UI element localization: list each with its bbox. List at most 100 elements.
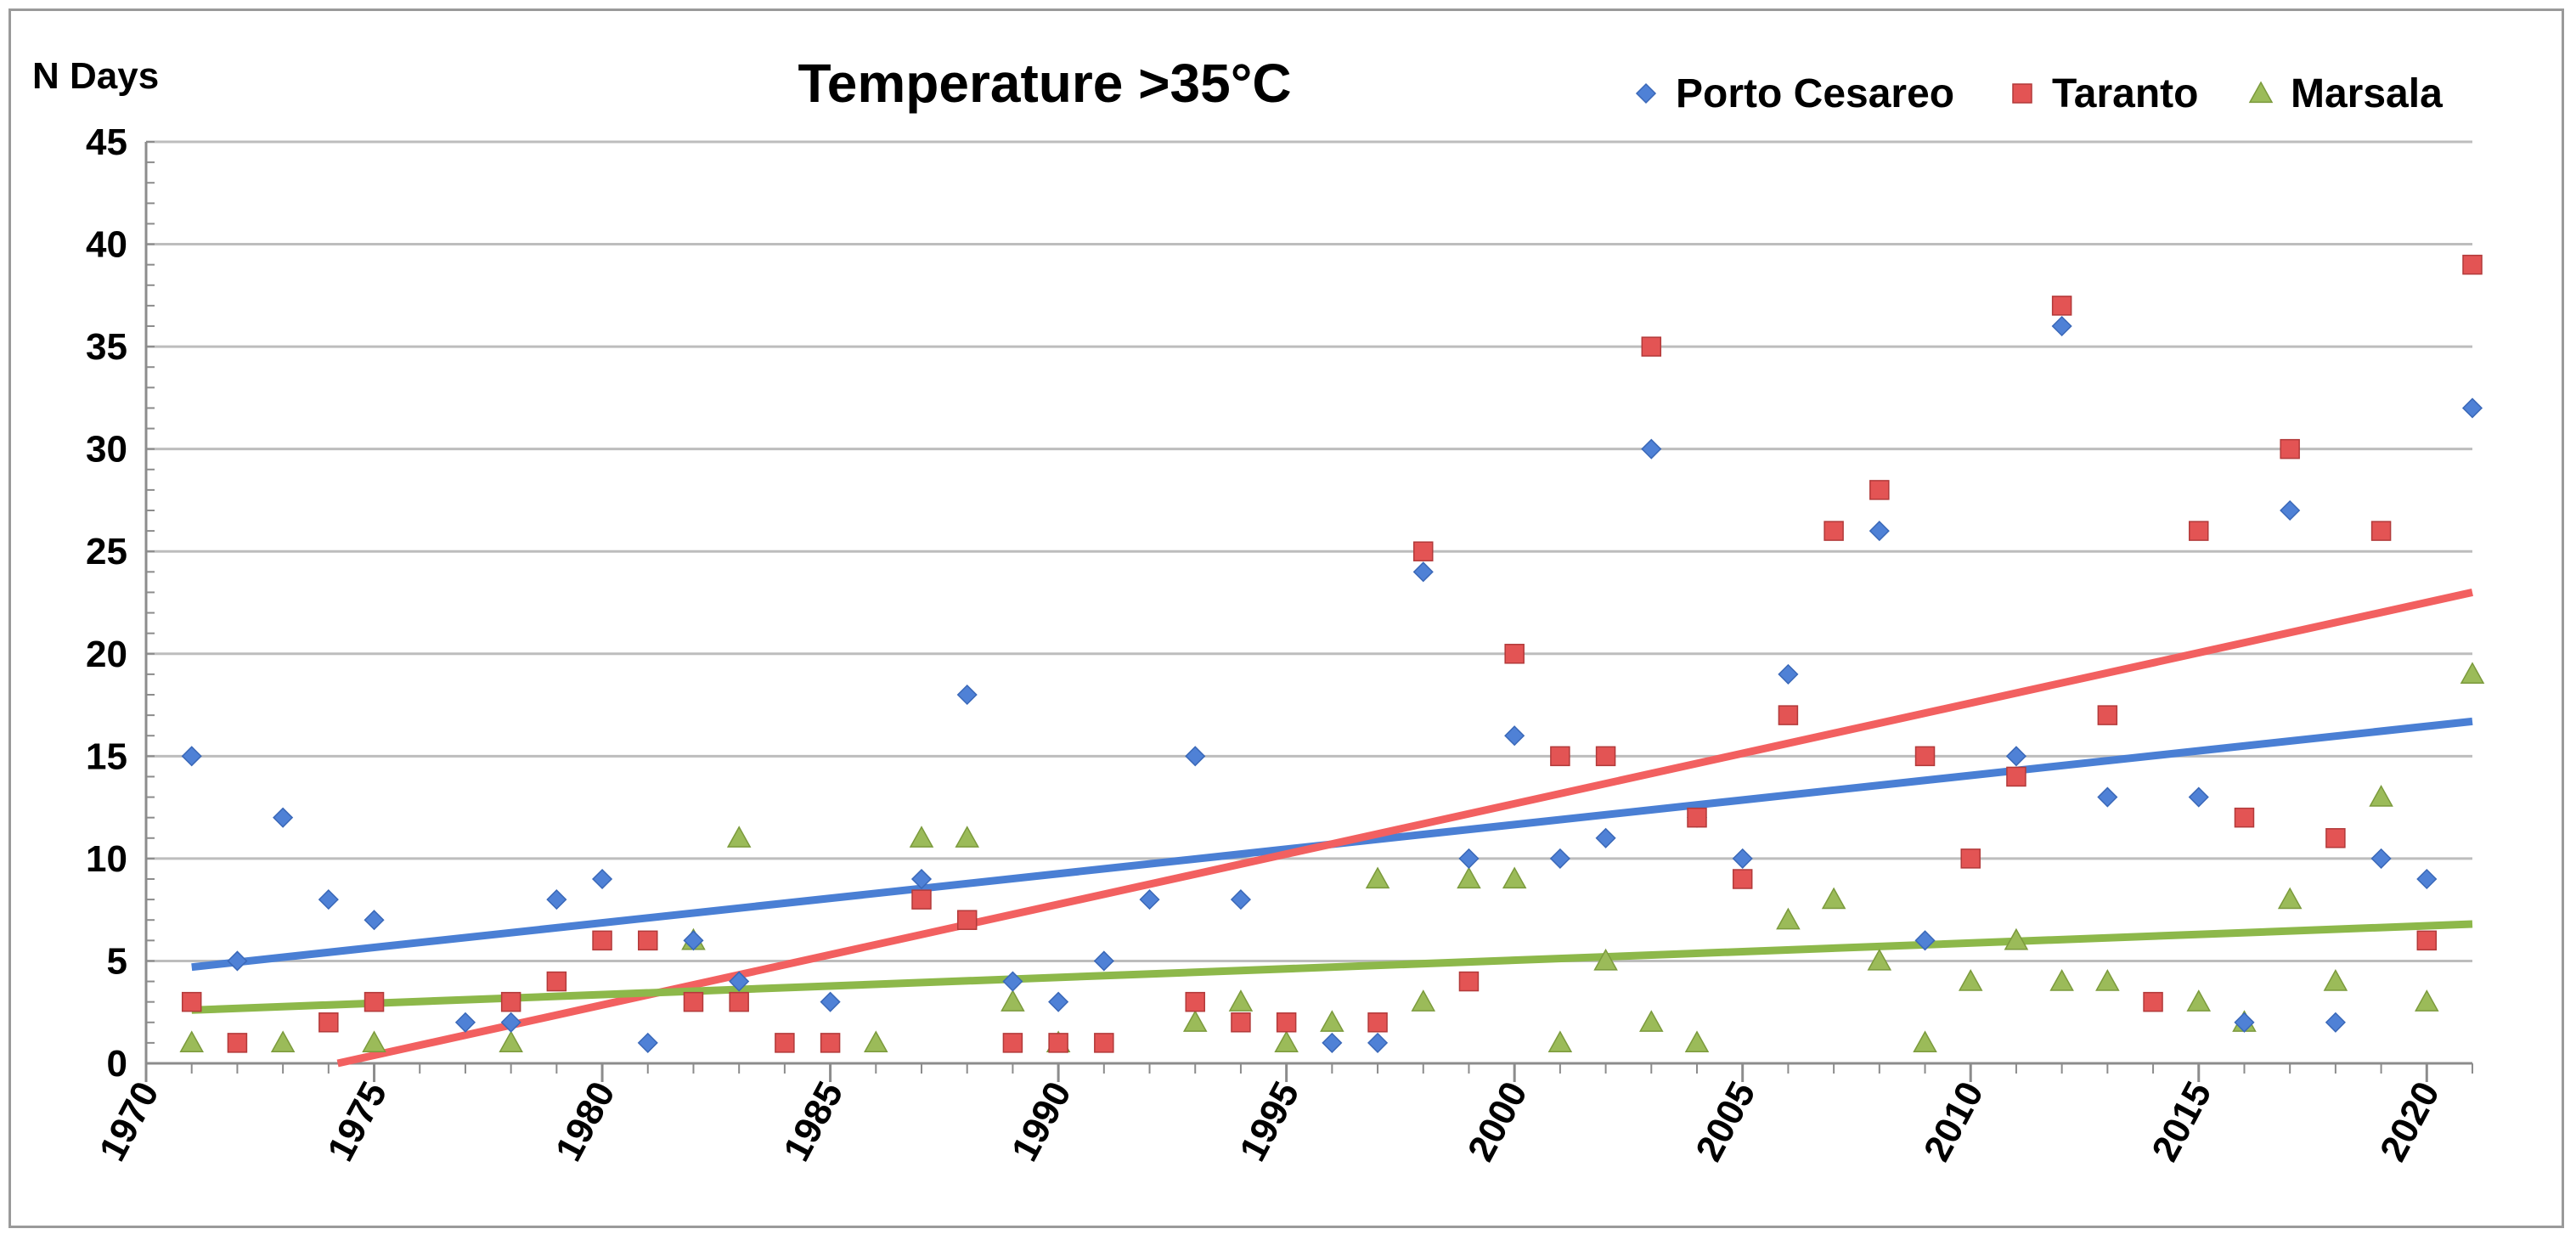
point-porto-cesareo	[2234, 1012, 2255, 1033]
point-marsala	[1821, 887, 1846, 910]
data-points	[179, 254, 2485, 1053]
point-porto-cesareo	[820, 991, 841, 1012]
point-taranto	[1094, 1033, 1114, 1053]
point-taranto	[1002, 1033, 1023, 1053]
chart-title: Temperature >35°C	[798, 53, 1291, 114]
point-taranto	[1367, 1012, 1388, 1033]
axes	[144, 141, 2473, 1082]
point-marsala	[1684, 1030, 1710, 1053]
y-tick-label: 15	[86, 736, 127, 777]
point-porto-cesareo	[2416, 868, 2438, 890]
point-porto-cesareo	[2280, 499, 2301, 521]
point-taranto	[2462, 254, 2483, 275]
point-porto-cesareo	[1048, 991, 1069, 1012]
point-taranto	[911, 889, 932, 910]
point-taranto	[775, 1033, 795, 1053]
point-marsala	[864, 1030, 888, 1053]
x-tick-label: 1995	[1232, 1075, 1307, 1168]
point-porto-cesareo	[2097, 786, 2118, 808]
point-taranto	[638, 930, 658, 951]
point-marsala	[1639, 1010, 1664, 1032]
point-porto-cesareo	[454, 1012, 476, 1033]
point-taranto	[2234, 807, 2255, 828]
legend-marker-taranto	[2012, 83, 2032, 104]
point-porto-cesareo	[1869, 521, 1890, 542]
legend-marker-shape	[1635, 82, 1657, 104]
tick-labels: 0 5 10 15 20 25 30 35 40 45 1970 1975 1980 1985 1990 19…	[86, 121, 2448, 1168]
point-taranto	[592, 930, 612, 951]
point-porto-cesareo	[910, 868, 933, 890]
y-tick-label: 10	[86, 838, 127, 880]
point-porto-cesareo	[1504, 725, 1525, 747]
y-tick-label: 25	[86, 531, 127, 572]
point-porto-cesareo	[1322, 1032, 1343, 1053]
trendline-taranto	[336, 589, 2473, 1068]
x-tick-label: 2010	[1916, 1075, 1992, 1168]
point-marsala	[955, 826, 979, 848]
point-taranto	[1687, 807, 1707, 828]
point-marsala	[2095, 969, 2120, 991]
point-marsala	[1411, 989, 1436, 1012]
point-taranto	[2006, 766, 2026, 787]
x-tick-label: 2020	[2372, 1075, 2448, 1168]
point-taranto	[1869, 480, 1890, 500]
point-marsala	[1457, 866, 1481, 889]
point-taranto	[1276, 1012, 1297, 1033]
point-marsala	[1274, 1030, 1299, 1053]
point-porto-cesareo	[273, 807, 294, 828]
point-porto-cesareo	[729, 971, 750, 992]
point-porto-cesareo	[227, 950, 248, 972]
point-porto-cesareo	[1458, 848, 1480, 869]
point-taranto	[729, 991, 749, 1012]
x-tick-label: 1990	[1004, 1075, 1079, 1168]
legend-marker-shape	[2248, 81, 2274, 104]
legend-marker-marsala	[2248, 81, 2274, 104]
point-taranto	[2370, 521, 2392, 541]
point-taranto	[1231, 1012, 1251, 1033]
point-taranto	[500, 991, 521, 1012]
point-taranto	[1823, 521, 1844, 541]
point-porto-cesareo	[1002, 971, 1023, 992]
point-porto-cesareo	[2325, 1012, 2346, 1033]
point-porto-cesareo	[1641, 438, 1662, 459]
x-tick-label: 1975	[319, 1075, 395, 1168]
point-marsala	[726, 826, 752, 848]
y-tick-label: 5	[107, 940, 127, 982]
y-axis-label: N Days	[32, 55, 159, 97]
y-tick-label: 35	[86, 326, 127, 368]
legend-marker-porto-cesareo	[1635, 82, 1657, 104]
point-taranto	[1413, 541, 1434, 561]
y-tick-label: 20	[86, 634, 127, 675]
point-marsala	[1913, 1030, 1937, 1053]
legend-item-porto-cesareo: Porto Cesareo	[1635, 71, 1954, 116]
point-marsala	[2460, 662, 2485, 685]
y-tick-label: 45	[86, 121, 127, 163]
point-porto-cesareo	[1093, 950, 1114, 972]
point-taranto	[1550, 746, 1570, 767]
legend: Porto Cesareo Taranto Marsala	[1635, 71, 2443, 116]
point-taranto	[1914, 746, 1936, 767]
point-taranto	[2097, 705, 2118, 725]
point-marsala	[1547, 1030, 1573, 1053]
point-marsala	[1958, 969, 1983, 991]
trendline-marsala	[191, 920, 2473, 1014]
point-porto-cesareo	[318, 889, 339, 910]
point-porto-cesareo	[1778, 663, 1799, 685]
point-marsala	[1365, 866, 1390, 889]
point-porto-cesareo	[546, 889, 567, 910]
point-taranto	[2143, 991, 2163, 1012]
point-marsala	[2415, 989, 2439, 1012]
point-taranto	[2051, 296, 2072, 316]
point-marsala	[1502, 866, 1527, 889]
point-taranto	[1048, 1033, 1068, 1053]
point-porto-cesareo	[2370, 848, 2392, 869]
point-porto-cesareo	[2188, 786, 2209, 808]
point-taranto	[956, 910, 978, 930]
point-taranto	[1504, 644, 1525, 664]
point-porto-cesareo	[1412, 561, 1434, 583]
y-tick-label: 30	[86, 429, 127, 471]
x-tick-label: 1980	[548, 1075, 623, 1168]
point-porto-cesareo	[2051, 315, 2072, 337]
point-porto-cesareo	[1230, 889, 1252, 910]
point-taranto	[546, 971, 567, 992]
